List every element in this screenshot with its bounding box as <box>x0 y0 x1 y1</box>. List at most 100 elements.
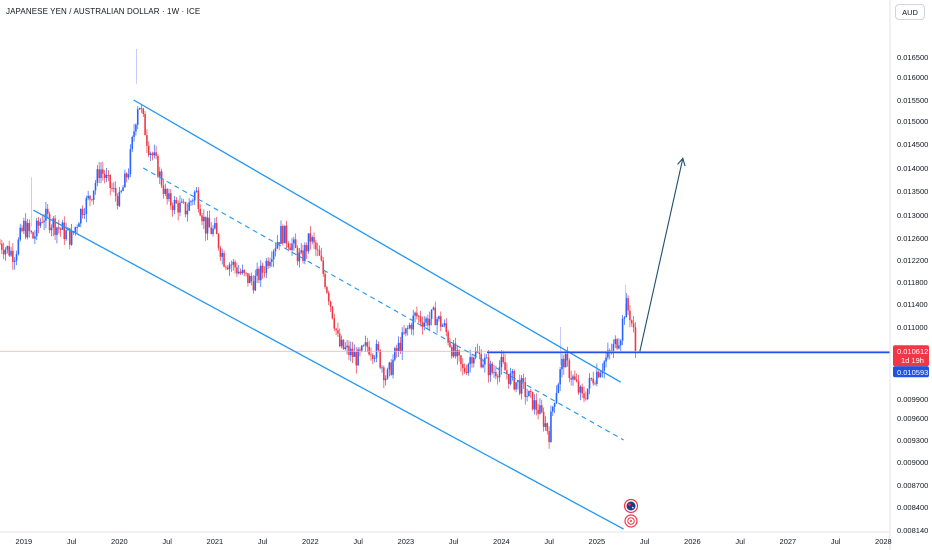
candle-body <box>360 345 363 351</box>
candle-body <box>43 220 45 223</box>
candle-body <box>100 169 102 178</box>
candle-body <box>54 218 56 235</box>
channel-midline[interactable] <box>142 167 624 441</box>
y-tick-label: 0.014500 <box>897 140 928 149</box>
candle-body <box>203 216 205 222</box>
candle-body <box>520 378 523 394</box>
candle-body <box>373 357 376 359</box>
candle-body <box>458 350 460 356</box>
candle-body <box>524 381 527 397</box>
candle-body <box>83 213 86 215</box>
candle-body <box>327 292 330 302</box>
descending-channel-upper[interactable] <box>133 99 622 383</box>
candle-body <box>177 203 179 213</box>
candle-body <box>285 225 288 244</box>
candle-body <box>21 227 23 232</box>
x-tick-label: Jul <box>831 537 841 546</box>
candle-body <box>259 265 262 281</box>
candle-body <box>436 319 438 326</box>
candle-body <box>377 344 380 351</box>
candle-body <box>614 339 617 344</box>
candle-body <box>599 373 602 378</box>
candle-body <box>237 271 240 274</box>
candle-body <box>629 310 631 321</box>
currency-button[interactable]: AUD <box>895 4 925 20</box>
time-axis[interactable]: 2019 Jul 2020 Jul 2021 Jul 2022 Jul 2023 Jul 2024 J… <box>16 537 892 546</box>
candle-body <box>570 378 572 380</box>
flag-au-icon[interactable] <box>623 498 639 514</box>
candle-body <box>302 250 304 262</box>
candle-body <box>144 113 146 136</box>
event-marker-icon[interactable] <box>624 514 638 528</box>
candle-body <box>394 348 396 360</box>
y-tick-label: 0.015500 <box>897 96 928 105</box>
x-tick-label: 2019 <box>16 537 33 546</box>
candle-body <box>364 342 367 346</box>
candle-body <box>59 228 62 230</box>
candle-body <box>381 367 383 369</box>
price-axis[interactable]: 0.016500 0.016000 0.015500 0.015000 0.014500… <box>897 53 928 535</box>
candle-body <box>175 199 178 204</box>
candle-body <box>463 367 466 372</box>
candle-body <box>313 237 315 243</box>
candle-body <box>32 232 34 239</box>
candle-body <box>223 253 225 267</box>
event-icons[interactable] <box>623 498 639 528</box>
candle-body <box>142 108 145 114</box>
descending-channel-lower[interactable] <box>33 209 624 530</box>
candle-body <box>263 272 266 274</box>
candle-body <box>480 354 482 368</box>
y-tick-label: 0.016500 <box>897 53 928 62</box>
candle-body <box>563 358 565 368</box>
candle-body <box>15 254 18 261</box>
candle-body <box>96 169 99 183</box>
candle-body <box>557 384 560 394</box>
candle-body <box>173 199 176 211</box>
candle-body <box>234 261 236 268</box>
y-tick-label: 0.008700 <box>897 481 928 490</box>
candle-body <box>493 372 495 373</box>
candle-body <box>438 316 440 320</box>
candle-body <box>298 252 301 262</box>
candle-body <box>149 153 152 156</box>
candle-body <box>383 367 385 381</box>
candle-body <box>182 201 185 203</box>
candle-body <box>256 268 258 276</box>
candle-body <box>24 220 27 238</box>
candle-body <box>131 136 134 150</box>
candle-body <box>23 220 25 232</box>
candle-body <box>282 226 284 244</box>
x-tick-label: Jul <box>640 537 650 546</box>
candle-body <box>348 345 350 356</box>
candle-body <box>349 348 352 356</box>
x-tick-label: Jul <box>544 537 554 546</box>
candle-body <box>366 342 369 347</box>
candle-body <box>245 272 247 274</box>
candle-body <box>405 328 407 334</box>
candle-body <box>384 378 387 381</box>
y-tick-label: 0.008400 <box>897 503 928 512</box>
candle-body <box>4 249 7 255</box>
candle-body <box>10 250 12 256</box>
candle-body <box>507 373 510 384</box>
candle-body <box>581 386 583 394</box>
candle-body <box>105 174 108 178</box>
candle-body <box>390 362 392 375</box>
x-tick-label: Jul <box>735 537 745 546</box>
x-tick-label: 2022 <box>302 537 319 546</box>
candle-body <box>127 174 130 178</box>
candle-body <box>421 322 424 327</box>
candle-body <box>1 243 3 250</box>
candle-body <box>74 227 77 233</box>
candle-body <box>92 190 95 201</box>
arrow-head <box>677 157 686 167</box>
projection-arrow[interactable] <box>639 158 684 352</box>
candle-body <box>215 223 218 235</box>
candle-body <box>342 339 345 349</box>
candle-body <box>509 373 512 384</box>
candle-body <box>157 155 159 177</box>
candle-body <box>540 405 543 412</box>
y-tick-label: 0.012200 <box>897 256 928 265</box>
candle-body <box>206 217 209 234</box>
